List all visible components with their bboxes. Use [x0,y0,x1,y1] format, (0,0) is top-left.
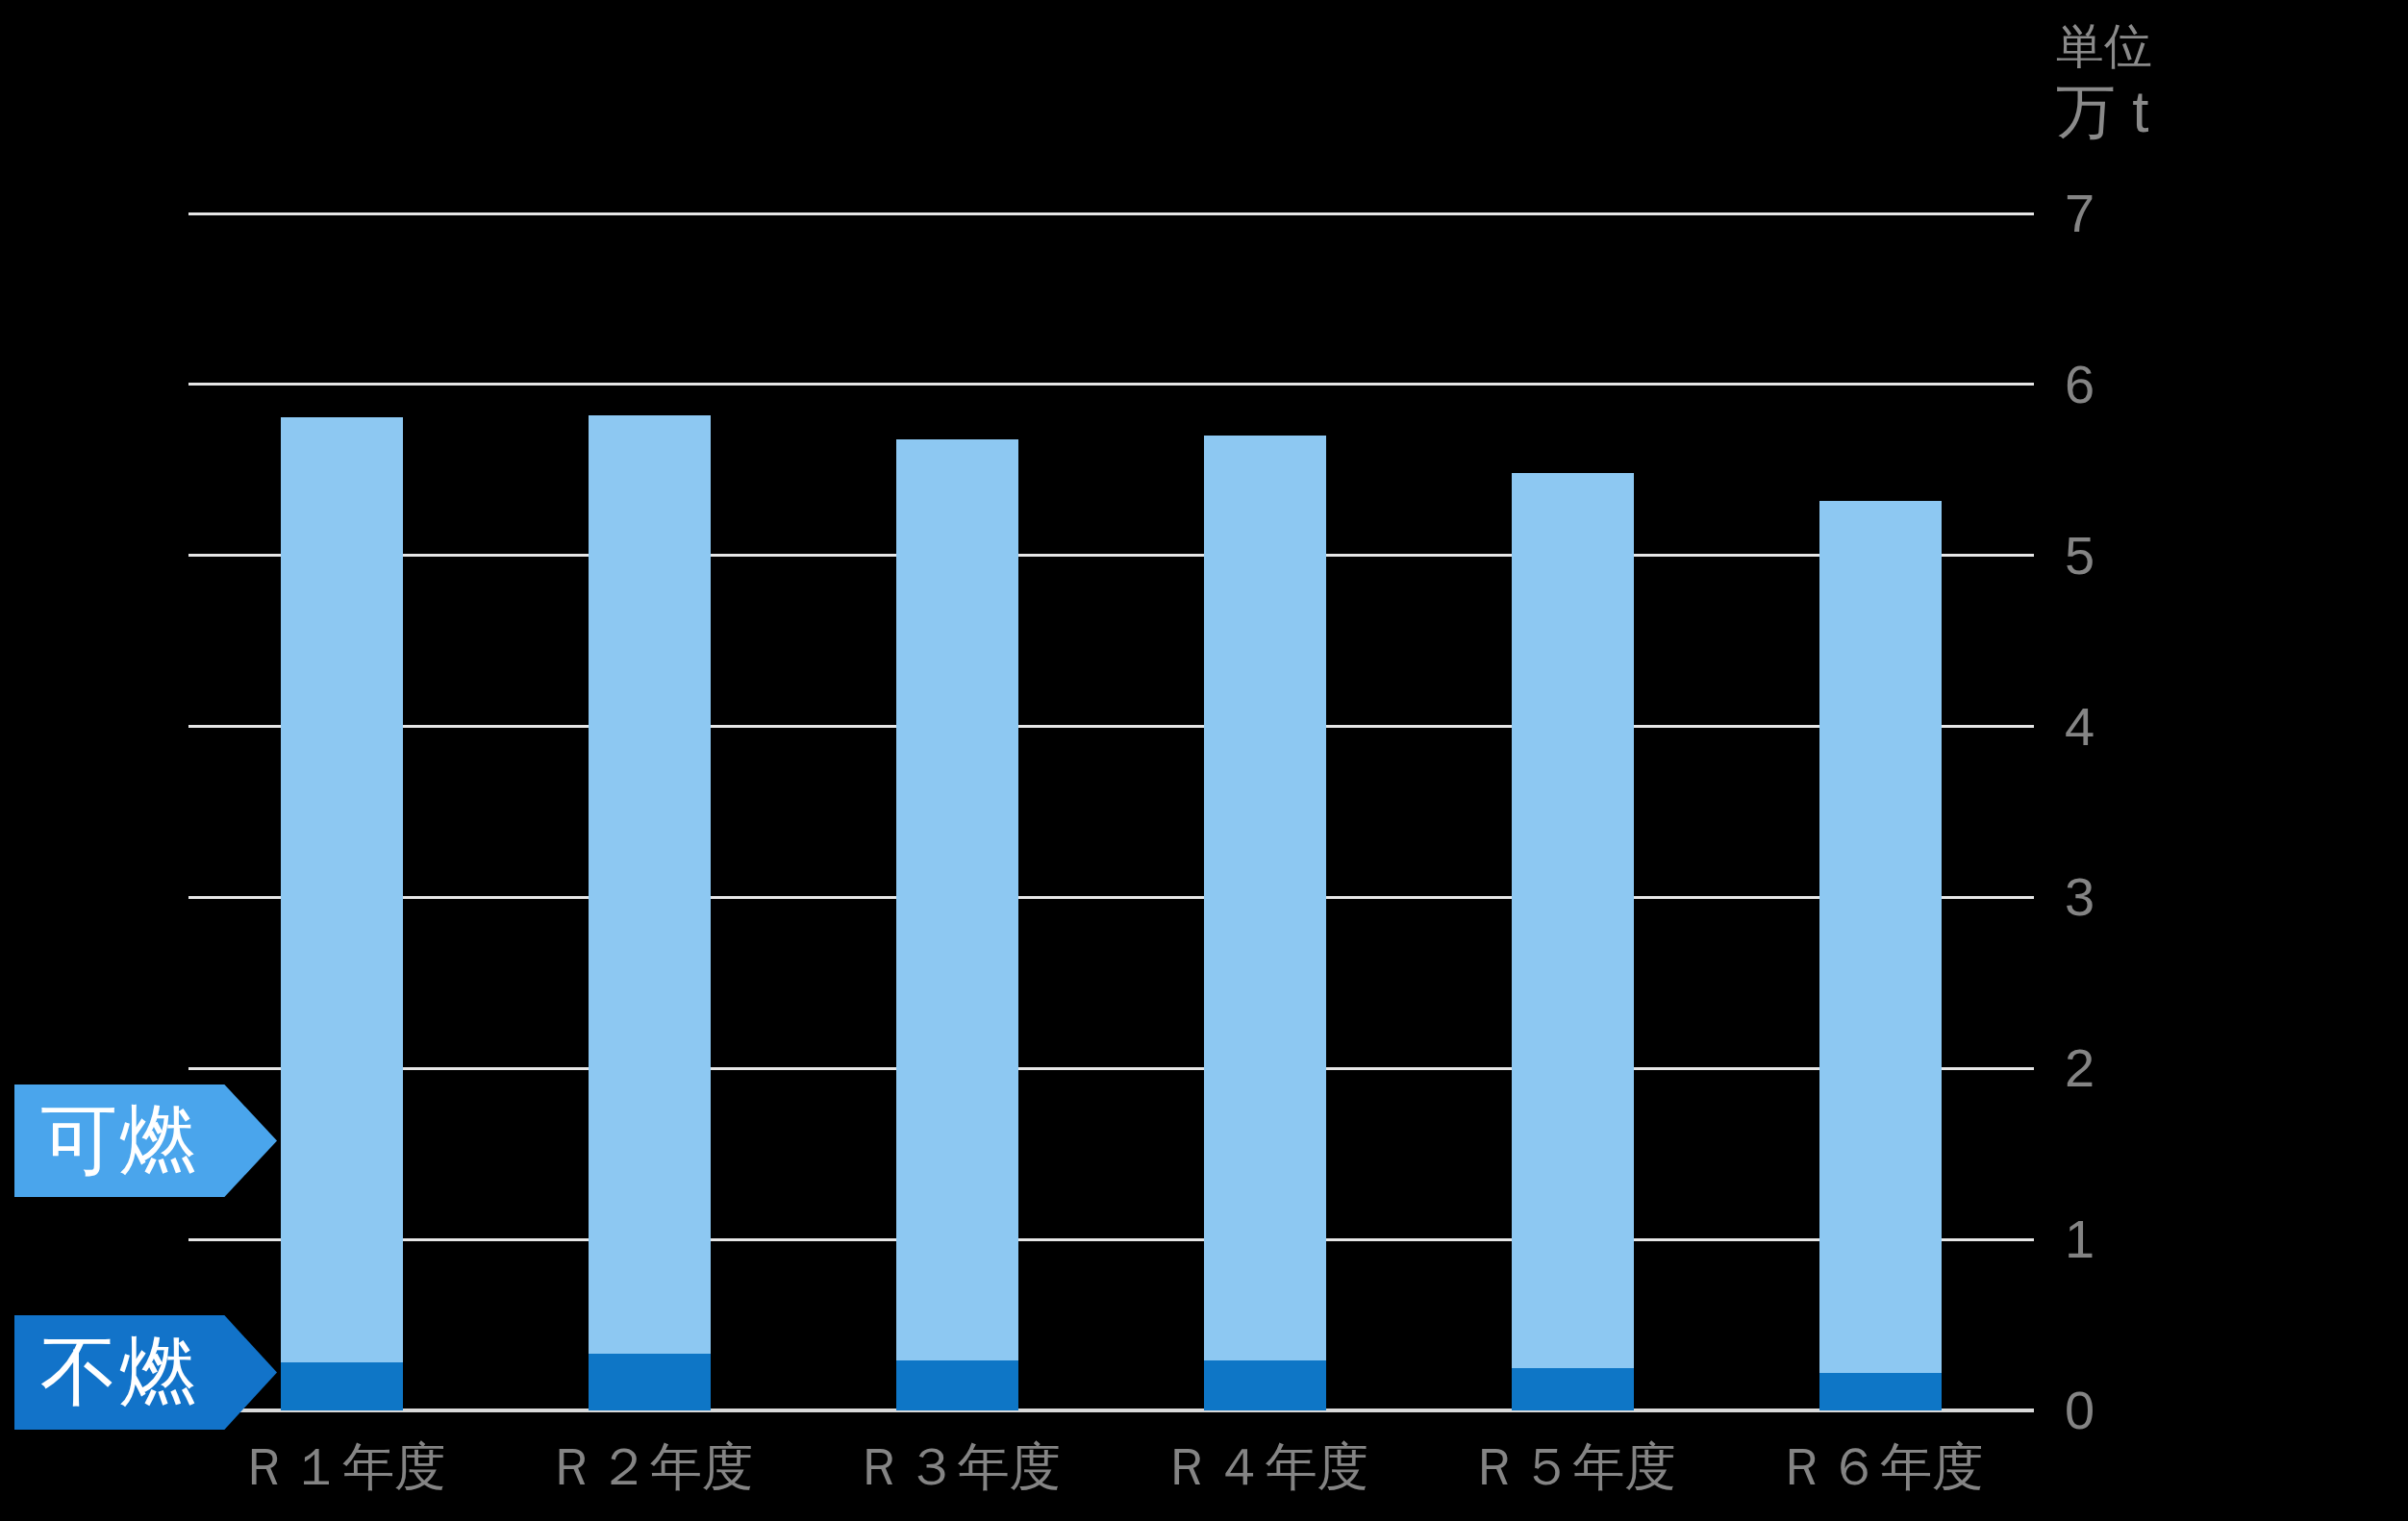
legend-tag-kanen: 可燃 [14,1085,277,1197]
y-tick-label-6: 6 [2065,350,2180,419]
bar-kanen-3 [896,439,1018,1361]
bar-kanen-5 [1512,473,1634,1367]
gridline-y6 [188,383,2034,386]
legend-tag-funen-label: 不燃 [40,1321,198,1425]
x-tick-label-6: Ｒ６年度 [1688,1437,2072,1495]
unit-label-line2: 万 t [2056,75,2152,148]
gridline-y7 [188,212,2034,215]
bar-kanen-6 [1819,501,1942,1373]
gridline-y3 [188,896,2034,899]
y-tick-label-4: 4 [2065,692,2180,761]
chart-canvas: 単位 万 t Ｒ１年度Ｒ２年度Ｒ３年度Ｒ４年度Ｒ５年度Ｒ６年度 0 1 2 3 4 5 6 7… [0,0,2408,1521]
bar-funen-5 [1512,1368,1634,1410]
bar-funen-1 [281,1362,403,1410]
bar-funen-3 [896,1360,1018,1410]
bar-funen-6 [1819,1373,1942,1410]
plot-area: Ｒ１年度Ｒ２年度Ｒ３年度Ｒ４年度Ｒ５年度Ｒ６年度 [188,213,2034,1410]
unit-label-line1: 単位 [2056,17,2152,75]
y-tick-label-7: 7 [2065,179,2180,248]
legend-tag-kanen-label: 可燃 [40,1089,198,1193]
y-tick-label-5: 5 [2065,521,2180,590]
unit-label: 単位 万 t [2056,17,2152,148]
y-tick-label-1: 1 [2065,1205,2180,1274]
gridline-y4 [188,725,2034,728]
y-tick-label-0: 0 [2065,1376,2180,1445]
x-axis-line [188,1409,2034,1412]
y-tick-label-3: 3 [2065,862,2180,932]
gridline-y2 [188,1067,2034,1070]
bar-kanen-1 [281,417,403,1363]
y-axis-tick-labels: 01234567 [2065,213,2257,1410]
gridline-y1 [188,1238,2034,1241]
bar-funen-2 [589,1354,711,1410]
gridline-y5 [188,554,2034,557]
y-tick-label-2: 2 [2065,1034,2180,1103]
bar-kanen-2 [589,415,711,1354]
legend-tag-funen: 不燃 [14,1315,277,1430]
bar-funen-4 [1204,1360,1326,1410]
bar-kanen-4 [1204,436,1326,1360]
